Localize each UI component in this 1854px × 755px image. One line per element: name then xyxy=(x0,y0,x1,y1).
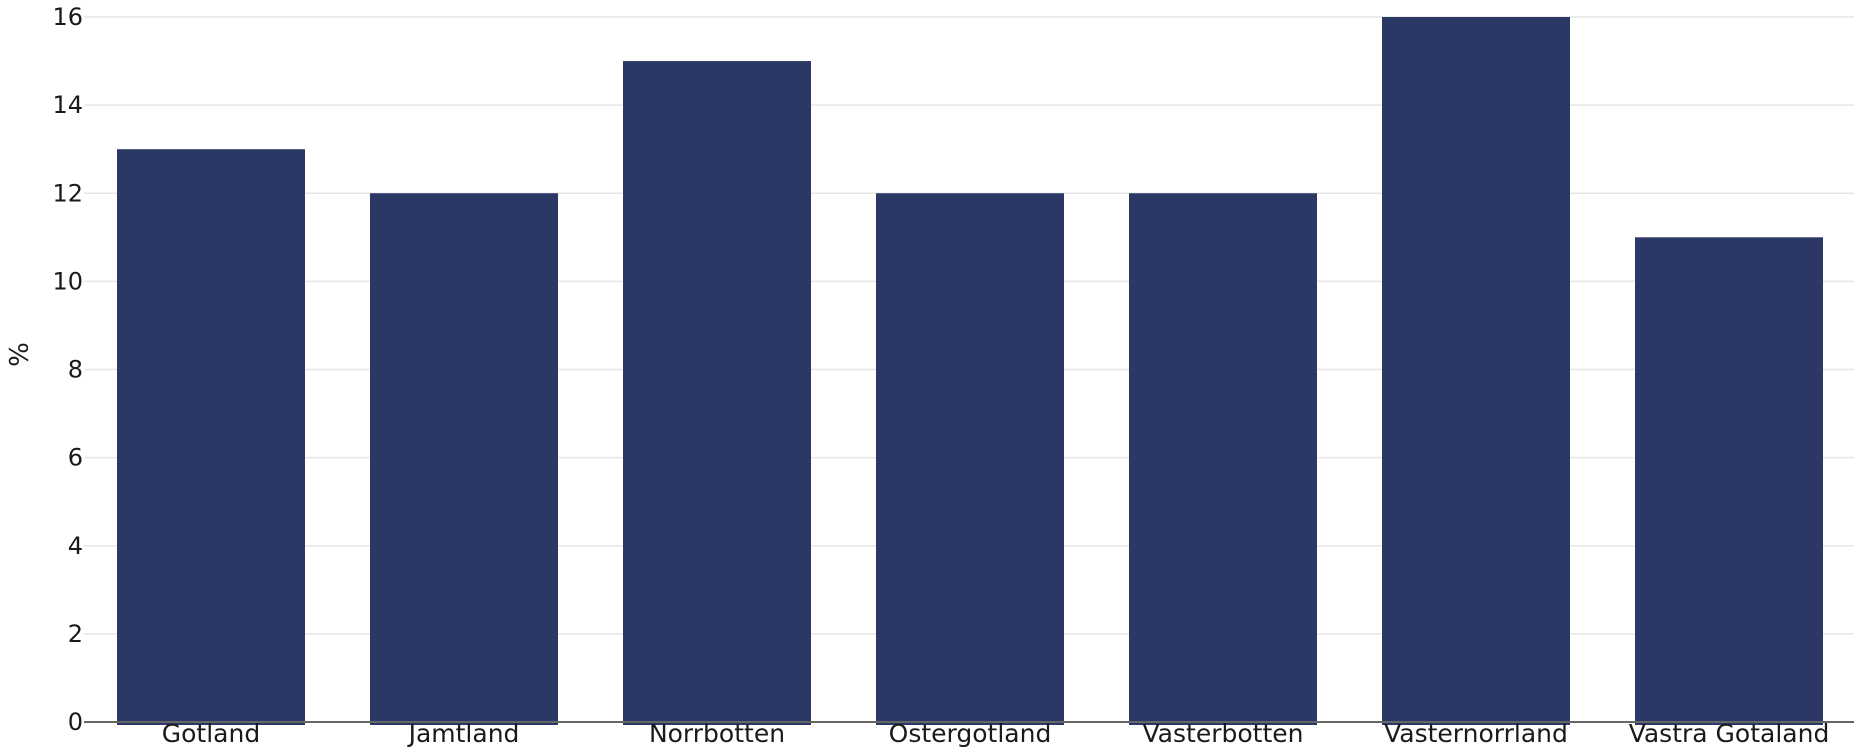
y-tick-label: 2 xyxy=(68,620,83,648)
bar-jamtland xyxy=(370,193,558,725)
y-tick-label: 12 xyxy=(52,179,83,207)
y-tick-label: 8 xyxy=(68,356,83,384)
y-tick-label: 10 xyxy=(52,267,83,295)
y-tick-label: 4 xyxy=(68,532,83,560)
x-tick-label: Vasterbotten xyxy=(1143,719,1304,748)
bar-vastra-gotaland xyxy=(1635,237,1823,725)
x-tick-label: Gotland xyxy=(162,719,260,748)
bar-norrbotten xyxy=(623,61,811,725)
bars xyxy=(117,17,1823,725)
y-tick-label: 16 xyxy=(52,3,83,31)
y-tick-label: 6 xyxy=(68,444,83,472)
y-tick-label: 14 xyxy=(52,91,83,119)
y-tick-label: 0 xyxy=(68,708,83,736)
bar-vasternorrland xyxy=(1382,17,1570,725)
x-tick-label: Jamtland xyxy=(407,719,520,748)
x-tick-label: Ostergotland xyxy=(889,719,1052,748)
y-axis-title: % xyxy=(5,342,35,367)
y-axis-ticks: 0 2 4 6 8 10 12 14 16 xyxy=(52,3,83,736)
x-tick-label: Vastra Gotaland xyxy=(1629,719,1830,748)
x-tick-label: Norrbotten xyxy=(649,719,785,748)
bar-vasterbotten xyxy=(1129,193,1317,725)
x-tick-label: Vasternorrland xyxy=(1384,719,1568,748)
bar-gotland xyxy=(117,149,305,725)
bar-ostergotland xyxy=(876,193,1064,725)
x-axis-ticks: Gotland Jamtland Norrbotten Ostergotland Vas… xyxy=(162,719,1830,748)
